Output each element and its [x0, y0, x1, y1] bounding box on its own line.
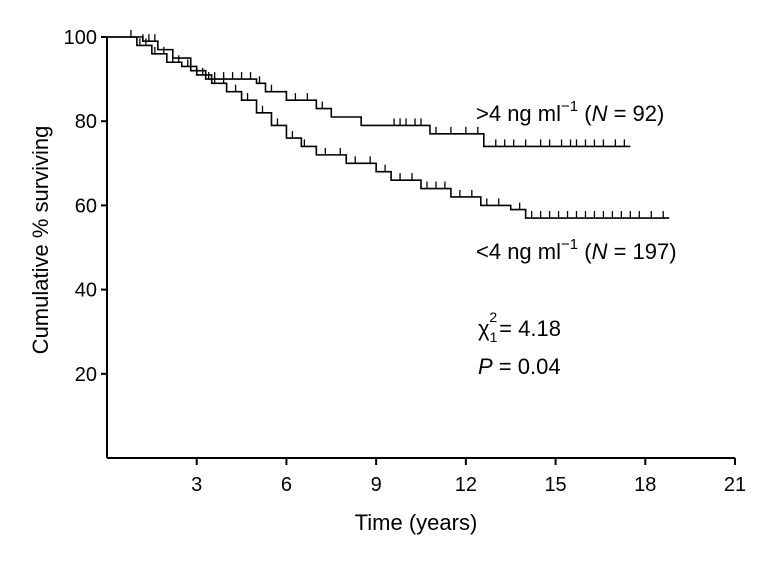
series-label-low: <4 ng ml−1 (N = 197)	[476, 236, 677, 264]
x-tick-label-18: 18	[634, 474, 656, 496]
series-0-line	[107, 36, 631, 148]
p-symbol: P	[478, 354, 493, 379]
y-tick-label-60: 60	[75, 195, 97, 217]
series-label-high-sup: −1	[561, 98, 578, 115]
series-1-line	[107, 36, 670, 219]
y-tick-label-100: 100	[64, 27, 97, 49]
series-label-low-sup: −1	[561, 236, 578, 253]
series-layer	[107, 30, 670, 219]
y-tick-label-20: 20	[75, 364, 97, 386]
chi-df-sub: 1	[490, 329, 498, 345]
series-label-low-open: (	[578, 239, 592, 264]
y-axis-ticks: 20 40 60 80 100	[64, 27, 107, 386]
x-axis-title: Time (years)	[355, 510, 478, 535]
series-0	[107, 34, 631, 148]
y-tick-label-80: 80	[75, 111, 97, 133]
x-tick-label-12: 12	[455, 474, 477, 496]
x-tick-label-9: 9	[371, 474, 382, 496]
series-label-high-n: N	[592, 101, 608, 126]
series-label-high-rest: = 92)	[607, 101, 664, 126]
series-1	[107, 30, 670, 219]
x-tick-label-6: 6	[281, 474, 292, 496]
x-tick-label-21: 21	[724, 474, 746, 496]
series-label-low-prefix: <4 ng ml	[476, 239, 561, 264]
p-value: = 0.04	[493, 354, 561, 379]
series-label-low-rest: = 197)	[607, 239, 676, 264]
series-label-high: >4 ng ml−1 (N = 92)	[476, 98, 664, 126]
x-axis-ticks: 3 6 9 12 15 18 21	[191, 458, 746, 496]
p-value-annotation: P = 0.04	[478, 354, 561, 379]
series-label-high-prefix: >4 ng ml	[476, 101, 561, 126]
y-axis-title: Cumulative % surviving	[28, 126, 53, 355]
series-label-low-n: N	[592, 239, 608, 264]
x-tick-label-15: 15	[544, 474, 566, 496]
chi-value: = 4.18	[499, 316, 561, 341]
chi-sq-sup: 2	[489, 309, 497, 325]
series-label-high-open: (	[578, 101, 592, 126]
chi-square-annotation: χ1 2= 4.18	[478, 309, 561, 345]
chi-symbol: χ	[478, 316, 490, 341]
x-tick-label-3: 3	[191, 474, 202, 496]
y-tick-label-40: 40	[75, 280, 97, 302]
